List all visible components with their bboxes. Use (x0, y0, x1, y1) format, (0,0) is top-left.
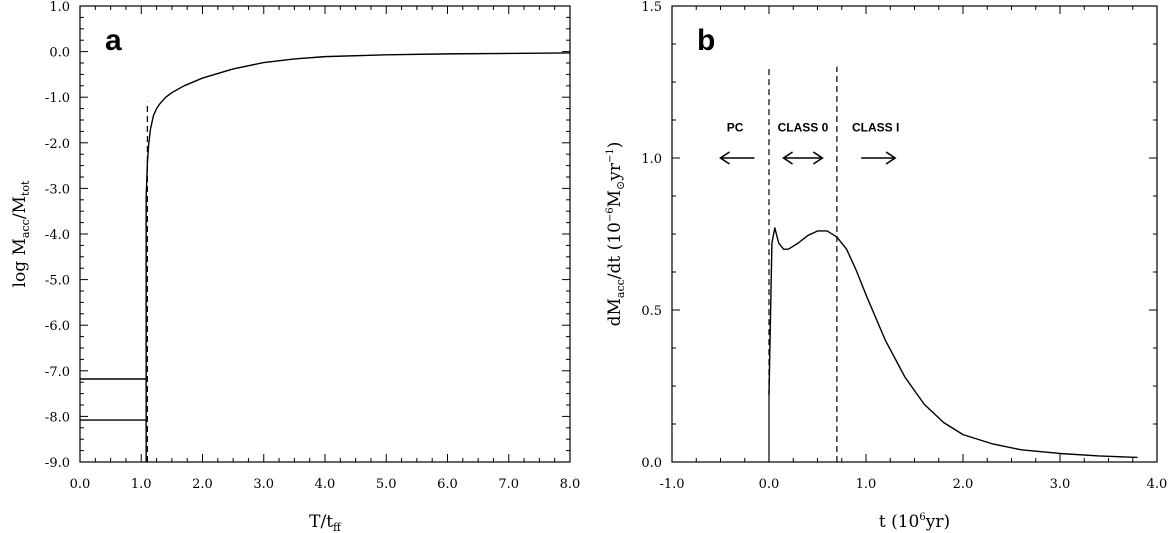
x-tick-label: 3.0 (253, 477, 274, 492)
y-tick-label: -5.0 (45, 274, 70, 289)
series-line-1 (768, 227, 1138, 459)
x-tick-label: 5.0 (376, 477, 397, 492)
panel-b-chart: -1.0 0.0 1.0 2.0 3.0 4.0 0.0 0.5 1.0 1.5 PC CLASS 0… (605, 0, 1167, 532)
y-tick-label: -7.0 (45, 365, 70, 380)
x-tick-label: 1.0 (131, 477, 152, 492)
y-tick-label: 0.0 (641, 456, 662, 471)
x-tick-label: 2.0 (192, 477, 213, 492)
arrowhead-icon (812, 151, 824, 165)
y-tick-label: -4.0 (45, 228, 70, 243)
x-tick-label: 1.0 (856, 477, 877, 492)
arrowhead-icon (885, 151, 897, 165)
x-tick-label: 3.0 (1050, 477, 1071, 492)
y-tick-label: 1.0 (641, 152, 662, 167)
y-tick-label: -8.0 (45, 410, 70, 425)
x-tick-label: -1.0 (659, 477, 684, 492)
plot-frame (671, 5, 1158, 463)
x-tick-label: 8.0 (560, 477, 581, 492)
y-axis-title: dMacc/dt (10−6M⊙yr−1) (605, 142, 627, 327)
y-tick-label: -6.0 (45, 319, 70, 334)
y-tick-label: 1.0 (49, 0, 70, 15)
y-tick-label: 0.0 (49, 46, 70, 61)
plot-frame (79, 5, 571, 463)
arrowhead-icon (719, 151, 730, 165)
x-tick-label: 0.0 (70, 477, 91, 492)
y-tick-label: 0.5 (641, 304, 662, 319)
x-tick-label: 7.0 (498, 477, 519, 492)
annotation-label: PC (727, 121, 744, 135)
x-tick-label: 4.0 (1147, 477, 1168, 492)
annotation-label: CLASS 0 (778, 121, 829, 135)
panel-a-chart: 0.0 1.0 2.0 3.0 4.0 5.0 6.0 7.0 8.0 1.0 0.0 -1.0 -2.… (10, 0, 580, 533)
y-axis-title: log Macc/Mtot (10, 180, 32, 287)
arrowhead-icon (782, 151, 793, 165)
x-tick-label: 6.0 (437, 477, 458, 492)
y-tick-label: 1.5 (641, 0, 662, 15)
x-tick-label: 4.0 (315, 477, 336, 492)
y-tick-label: -1.0 (45, 91, 70, 106)
y-tick-label: -2.0 (45, 137, 70, 152)
x-tick-label: 0.0 (759, 477, 780, 492)
panel-letter: b (697, 24, 715, 57)
y-tick-label: -3.0 (45, 182, 70, 197)
series-line-3 (145, 52, 571, 462)
x-tick-label: 2.0 (953, 477, 974, 492)
y-tick-label: -9.0 (45, 456, 70, 471)
x-axis-title: t (106yr) (879, 512, 950, 532)
panel-letter: a (105, 24, 122, 57)
annotation-label: CLASS I (852, 121, 899, 135)
x-axis-title: T/tff (309, 512, 342, 533)
